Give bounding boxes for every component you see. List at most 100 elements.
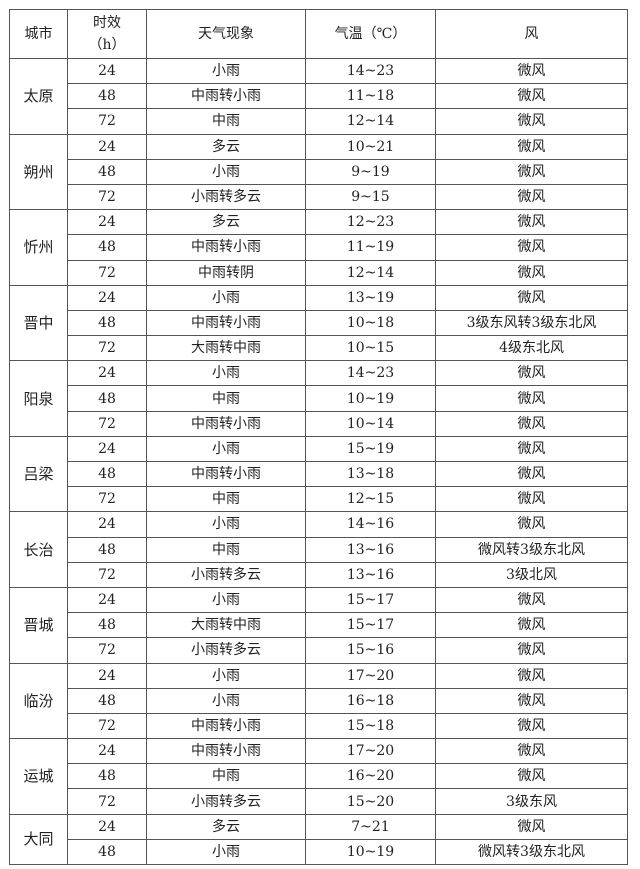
- hours-cell: 24: [67, 57, 147, 85]
- hours-cell: 24: [67, 133, 147, 160]
- wind-cell: 微风: [435, 133, 628, 160]
- hours-cell: 72: [67, 410, 147, 437]
- city-cell: 阳泉: [9, 360, 68, 437]
- temp-cell: 11~19: [305, 234, 436, 261]
- wind-cell: 微风: [435, 486, 628, 513]
- temp-cell: 12~14: [305, 108, 436, 135]
- table-row: 72 大雨转中雨 10~15 4级东北风: [10, 335, 628, 362]
- wind-cell: 微风: [435, 158, 628, 185]
- table-row: 72 小雨转多云 15~16 微风: [10, 637, 628, 664]
- temp-cell: 7~21: [305, 813, 436, 840]
- wind-cell: 微风: [435, 687, 628, 714]
- hours-cell: 48: [67, 687, 147, 714]
- weather-cell: 小雨转多云: [146, 637, 306, 664]
- hours-cell: 24: [67, 813, 147, 840]
- wind-cell: 微风: [435, 763, 628, 790]
- temp-cell: 10~21: [305, 133, 436, 160]
- table-row: 72 中雨 12~15 微风: [10, 486, 628, 513]
- wind-cell: 微风: [435, 712, 628, 740]
- wind-cell: 微风: [435, 586, 628, 614]
- table-row: 吕梁 24 小雨 15~19 微风: [9, 435, 628, 513]
- wind-cell: 微风: [435, 612, 628, 639]
- wind-cell: 微风: [435, 511, 628, 538]
- header-temp: 气温（℃）: [305, 9, 436, 59]
- weather-cell: 小雨: [146, 284, 306, 311]
- table-body: 太原 24 小雨 14~23 微风 48 中雨转小雨 11~18 微风 72 中雨 12~14 微风 朔州…: [9, 57, 628, 866]
- temp-cell: 12~15: [305, 486, 436, 513]
- hours-cell: 48: [67, 234, 147, 261]
- table-row: 48 中雨转小雨 11~18 微风: [10, 83, 628, 110]
- weather-cell: 大雨转中雨: [146, 335, 306, 362]
- table-row: 48 中雨转小雨 11~19 微风: [10, 234, 628, 261]
- city-cell: 临汾: [9, 662, 68, 740]
- temp-cell: 16~18: [305, 687, 436, 714]
- header-hours-line1: 时效: [93, 15, 121, 31]
- wind-cell: 微风: [435, 460, 628, 488]
- hours-cell: 72: [67, 486, 147, 513]
- wind-cell: 微风: [435, 108, 628, 135]
- temp-cell: 15~17: [305, 612, 436, 639]
- city-cell: 晋中: [9, 284, 68, 362]
- table-row: 长治 24 小雨 14~16 微风: [9, 511, 628, 588]
- wind-cell: 4级东北风: [435, 335, 628, 362]
- temp-cell: 14~23: [305, 360, 436, 387]
- hours-cell: 24: [67, 435, 147, 463]
- table-row: 48 中雨转小雨 10~18 3级东风转3级东北风: [10, 309, 628, 337]
- temp-cell: 10~19: [305, 385, 436, 412]
- table-row: 72 小雨转多云 9~15 微风: [10, 183, 628, 211]
- hours-cell: 72: [67, 108, 147, 135]
- weather-cell: 小雨: [146, 435, 306, 463]
- table-row: 大同 24 多云 7~21 微风: [9, 813, 628, 866]
- wind-cell: 微风: [435, 813, 628, 840]
- weather-cell: 中雨转小雨: [146, 712, 306, 740]
- weather-cell: 中雨转小雨: [146, 234, 306, 261]
- wind-cell: 微风: [435, 83, 628, 110]
- temp-cell: 9~19: [305, 158, 436, 185]
- weather-cell: 中雨: [146, 385, 306, 412]
- hours-cell: 72: [67, 259, 147, 286]
- temp-cell: 9~15: [305, 183, 436, 211]
- header-weather: 天气现象: [146, 9, 306, 59]
- table-row: 72 中雨转小雨 10~14 微风: [10, 410, 628, 437]
- weather-cell: 大雨转中雨: [146, 612, 306, 639]
- hours-cell: 24: [67, 738, 147, 765]
- wind-cell: 微风: [435, 57, 628, 85]
- wind-cell: 微风转3级东北风: [435, 838, 628, 866]
- temp-cell: 12~14: [305, 259, 436, 286]
- hours-cell: 48: [67, 309, 147, 337]
- temp-cell: 16~20: [305, 763, 436, 790]
- wind-cell: 微风: [435, 410, 628, 437]
- temp-cell: 14~23: [305, 57, 436, 85]
- header-hours: 时效 （h）: [67, 9, 147, 59]
- table-row: 48 大雨转中雨 15~17 微风: [10, 612, 628, 639]
- temp-cell: 13~19: [305, 284, 436, 311]
- weather-cell: 中雨转小雨: [146, 410, 306, 437]
- wind-cell: 微风: [435, 738, 628, 765]
- hours-cell: 48: [67, 612, 147, 639]
- city-cell: 大同: [9, 813, 68, 866]
- table-row: 48 中雨转小雨 13~18 微风: [10, 460, 628, 488]
- weather-cell: 中雨: [146, 486, 306, 513]
- header-hours-line2: （h）: [88, 37, 126, 53]
- hours-cell: 24: [67, 586, 147, 614]
- weather-cell: 小雨: [146, 662, 306, 689]
- header-city: 城市: [9, 9, 68, 59]
- city-cell: 太原: [9, 58, 68, 135]
- wind-cell: 3级东风: [435, 788, 628, 815]
- table-row: 48 中雨 16~20 微风: [10, 763, 628, 790]
- table-row: 阳泉 24 小雨 14~23 微风: [9, 360, 628, 437]
- table-row: 临汾 24 小雨 17~20 微风: [9, 662, 628, 740]
- temp-cell: 10~15: [305, 335, 436, 362]
- weather-cell: 小雨: [146, 838, 306, 866]
- city-cell: 朔州: [9, 133, 68, 211]
- table-row: 48 小雨 16~18 微风: [10, 687, 628, 714]
- temp-cell: 10~18: [305, 309, 436, 337]
- temp-cell: 13~18: [305, 460, 436, 488]
- hours-cell: 72: [67, 335, 147, 362]
- table-row: 晋中 24 小雨 13~19 微风: [9, 284, 628, 362]
- wind-cell: 微风: [435, 385, 628, 412]
- weather-cell: 多云: [146, 133, 306, 160]
- hours-cell: 72: [67, 561, 147, 588]
- wind-cell: 微风: [435, 435, 628, 463]
- header-row: 城市 时效 （h） 天气现象 气温（℃） 风: [9, 9, 628, 59]
